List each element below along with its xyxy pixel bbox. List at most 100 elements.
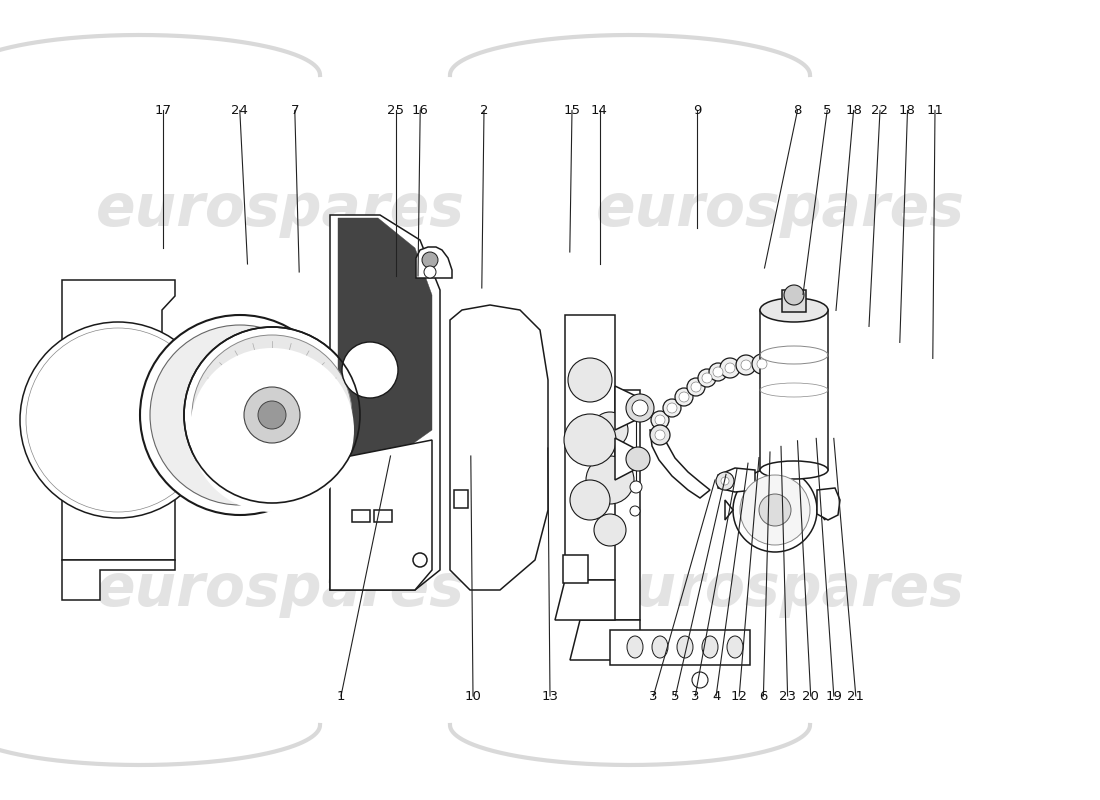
Polygon shape (580, 390, 640, 620)
Circle shape (564, 414, 616, 466)
Circle shape (568, 358, 612, 402)
Circle shape (654, 415, 666, 425)
Polygon shape (556, 580, 615, 620)
Text: 2: 2 (480, 104, 488, 117)
Text: 18: 18 (899, 104, 916, 117)
Circle shape (190, 348, 354, 512)
Circle shape (650, 425, 670, 445)
Bar (374, 510, 392, 522)
Text: 4: 4 (712, 690, 720, 702)
Circle shape (710, 363, 727, 381)
Circle shape (630, 481, 642, 493)
Circle shape (720, 477, 729, 485)
Text: 13: 13 (541, 690, 559, 702)
Circle shape (654, 430, 666, 440)
Text: 12: 12 (730, 690, 748, 702)
Circle shape (752, 354, 772, 374)
Text: 1: 1 (337, 690, 345, 702)
Bar (352, 510, 370, 522)
Circle shape (720, 358, 740, 378)
Polygon shape (615, 438, 638, 480)
Circle shape (630, 506, 640, 516)
Polygon shape (570, 620, 640, 660)
Ellipse shape (627, 636, 644, 658)
Polygon shape (330, 440, 432, 590)
Polygon shape (817, 488, 840, 520)
Circle shape (140, 315, 340, 515)
Circle shape (626, 394, 654, 422)
Circle shape (725, 363, 735, 373)
Bar (563, 555, 589, 583)
Circle shape (20, 322, 216, 518)
Text: 25: 25 (387, 104, 405, 117)
Circle shape (702, 373, 712, 383)
Text: 22: 22 (871, 104, 889, 117)
Polygon shape (62, 280, 175, 560)
Ellipse shape (760, 461, 828, 479)
Text: 23: 23 (779, 690, 796, 702)
Circle shape (663, 399, 681, 417)
Polygon shape (62, 560, 175, 600)
Polygon shape (718, 468, 755, 492)
Text: 3: 3 (649, 690, 658, 702)
Polygon shape (338, 218, 432, 465)
Text: 7: 7 (290, 104, 299, 117)
Circle shape (258, 401, 286, 429)
Polygon shape (725, 500, 733, 520)
Polygon shape (817, 500, 825, 520)
Polygon shape (610, 630, 750, 665)
Ellipse shape (760, 298, 828, 322)
Text: 8: 8 (793, 104, 802, 117)
Polygon shape (615, 386, 640, 430)
Circle shape (675, 388, 693, 406)
Polygon shape (565, 315, 615, 580)
Bar (760, 310, 828, 470)
Circle shape (184, 327, 360, 503)
Circle shape (244, 387, 300, 443)
Circle shape (632, 400, 648, 416)
Text: 5: 5 (671, 690, 680, 702)
Circle shape (592, 412, 628, 448)
Polygon shape (416, 247, 452, 278)
Circle shape (741, 360, 751, 370)
Circle shape (784, 285, 804, 305)
Text: 19: 19 (825, 690, 843, 702)
Text: eurospares: eurospares (96, 562, 464, 618)
Circle shape (740, 475, 810, 545)
Text: 18: 18 (845, 104, 862, 117)
Text: 21: 21 (847, 690, 865, 702)
Circle shape (594, 514, 626, 546)
Text: 10: 10 (464, 690, 482, 702)
Circle shape (150, 325, 330, 505)
Circle shape (342, 342, 398, 398)
Circle shape (736, 355, 756, 375)
Text: 14: 14 (591, 104, 608, 117)
Text: 11: 11 (926, 104, 944, 117)
Text: eurospares: eurospares (595, 562, 965, 618)
Text: 5: 5 (823, 104, 832, 117)
Circle shape (570, 480, 611, 520)
Circle shape (679, 392, 689, 402)
Polygon shape (450, 305, 548, 590)
Text: 3: 3 (691, 690, 700, 702)
Circle shape (692, 672, 708, 688)
Text: eurospares: eurospares (96, 182, 464, 238)
Circle shape (667, 403, 676, 413)
Ellipse shape (727, 636, 742, 658)
Circle shape (691, 382, 701, 392)
Text: 24: 24 (231, 104, 249, 117)
Text: 6: 6 (759, 690, 768, 702)
Text: 17: 17 (154, 104, 172, 117)
Ellipse shape (702, 636, 718, 658)
Circle shape (424, 266, 436, 278)
Circle shape (716, 472, 734, 490)
Circle shape (713, 367, 723, 377)
Polygon shape (650, 430, 710, 498)
Circle shape (698, 369, 716, 387)
Text: eurospares: eurospares (595, 182, 965, 238)
Circle shape (651, 411, 669, 429)
Circle shape (626, 447, 650, 471)
Circle shape (586, 456, 634, 504)
Polygon shape (330, 215, 440, 590)
Text: 20: 20 (802, 690, 820, 702)
